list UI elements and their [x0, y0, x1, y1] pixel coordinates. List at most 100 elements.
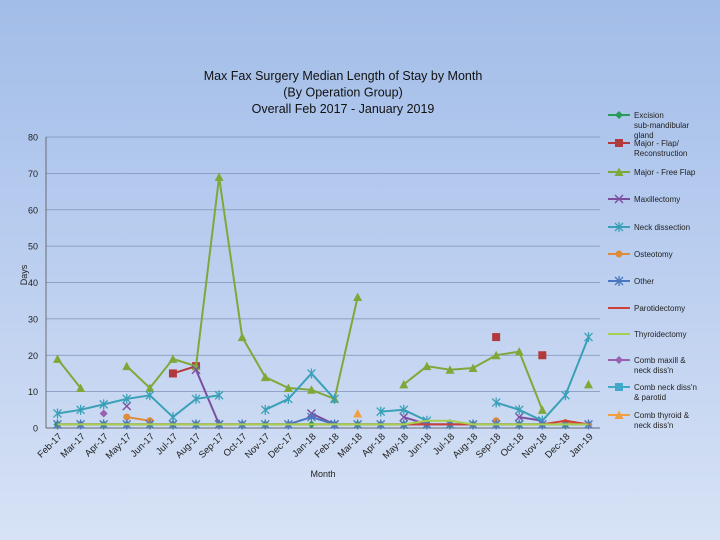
data-point [514, 404, 524, 415]
series [53, 332, 593, 426]
series-line [56, 358, 82, 389]
data-point [614, 194, 624, 204]
data-point [260, 372, 270, 382]
data-point [399, 412, 409, 422]
x-tick-label: Feb-17 [36, 431, 65, 460]
data-point [214, 390, 224, 401]
data-point [399, 379, 409, 389]
data-point [99, 409, 108, 418]
data-point [514, 412, 524, 422]
data-point [191, 393, 201, 404]
legend-entry: Osteotomy [608, 250, 673, 259]
data-point [283, 393, 293, 404]
data-point [537, 405, 547, 414]
chart-title-line: Max Fax Surgery Median Length of Stay by… [204, 69, 483, 83]
y-tick-label: 80 [28, 133, 38, 143]
legend-entry: Comb thyroid & neck diss'n [608, 410, 690, 430]
legend-entry: Neck dissection [608, 222, 690, 232]
y-axis-ticks: 0 10 20 30 40 50 60 70 80 [28, 133, 38, 434]
y-tick-label: 30 [28, 314, 38, 324]
x-tick-label: Nov-18 [520, 431, 549, 460]
data-point [283, 383, 293, 392]
y-tick-label: 0 [33, 424, 38, 434]
series-line [519, 416, 543, 422]
y-axis-label: Days [19, 264, 29, 285]
series-group [53, 172, 593, 430]
series-line [403, 350, 544, 411]
data-point [491, 397, 501, 408]
data-point [330, 393, 340, 404]
data-point [376, 406, 386, 417]
legend-label: Parotidectomy [634, 304, 685, 313]
legend-entry: Thyroidectomy [608, 330, 686, 339]
data-point [445, 365, 455, 374]
legend-label: Comb maxill & neck diss'n [634, 356, 686, 375]
data-point [122, 361, 132, 371]
data-point [99, 399, 109, 410]
legend-entry: Comb maxill & neck diss'n [608, 356, 686, 375]
legend-label: Maxillectomy [634, 195, 680, 204]
data-point [560, 390, 570, 401]
data-point [306, 385, 316, 394]
series-line [57, 419, 589, 426]
data-point [615, 111, 623, 119]
series [353, 408, 363, 418]
data-point [214, 172, 224, 182]
data-point [306, 368, 316, 379]
legend-label: Major - Free Flap [634, 168, 696, 177]
x-axis-ticks: Feb-17Mar-17Apr-17May-17Jun-17Jul-17Aug-… [36, 431, 596, 461]
data-point [614, 410, 624, 419]
y-tick-label: 40 [28, 278, 38, 288]
data-point [584, 379, 593, 389]
y-tick-label: 70 [28, 169, 38, 179]
data-point [615, 250, 623, 258]
data-point [123, 413, 131, 421]
series [99, 409, 108, 418]
legend-label: Excision sub-mandibular gland [634, 111, 689, 140]
legend-entry: Parotidectomy [608, 304, 685, 313]
legend-entry: Major - Free Flap [608, 167, 696, 177]
data-point [614, 222, 624, 232]
legend-label: Other [634, 277, 654, 286]
data-point [584, 332, 593, 343]
chart-title: Max Fax Surgery Median Length of Stay by… [204, 69, 483, 116]
legend-entry: Comb neck diss'n & parotid [608, 383, 697, 402]
series-line [126, 176, 359, 401]
data-point [168, 354, 178, 363]
legend-label: Major - Flap/Reconstruction [634, 139, 687, 158]
legend-entry: Excision sub-mandibular gland [608, 111, 689, 140]
data-point [53, 354, 62, 363]
y-tick-label: 20 [28, 351, 38, 361]
data-point [615, 139, 623, 147]
data-point [122, 401, 132, 411]
x-tick-label: Dec-18 [543, 431, 572, 460]
x-tick-label: May-18 [381, 431, 411, 461]
data-point [538, 351, 547, 360]
series-line [403, 416, 428, 426]
x-tick-label: Sep-18 [474, 431, 503, 460]
x-axis-label: Month [310, 469, 335, 479]
data-point [353, 292, 363, 302]
gridlines [45, 136, 600, 429]
x-tick-label: Jun-18 [406, 431, 434, 459]
data-point [76, 404, 86, 415]
data-point [145, 390, 155, 401]
legend-label: Neck dissection [634, 223, 690, 232]
data-point [422, 361, 432, 371]
data-point [491, 350, 501, 360]
series [57, 419, 589, 426]
legend-entry: Major - Flap/Reconstruction [608, 139, 687, 158]
data-point [306, 412, 316, 423]
x-tick-label: Jun-17 [129, 431, 157, 459]
series-line [264, 371, 336, 411]
y-tick-label: 10 [28, 387, 38, 397]
series [53, 172, 593, 414]
series [122, 365, 547, 429]
data-point [514, 347, 524, 356]
legend-entry: Maxillectomy [608, 194, 680, 204]
legend-label: Comb neck diss'n & parotid [634, 383, 697, 402]
data-point [191, 365, 201, 375]
x-tick-label: May-17 [104, 431, 134, 461]
data-point [614, 167, 624, 176]
